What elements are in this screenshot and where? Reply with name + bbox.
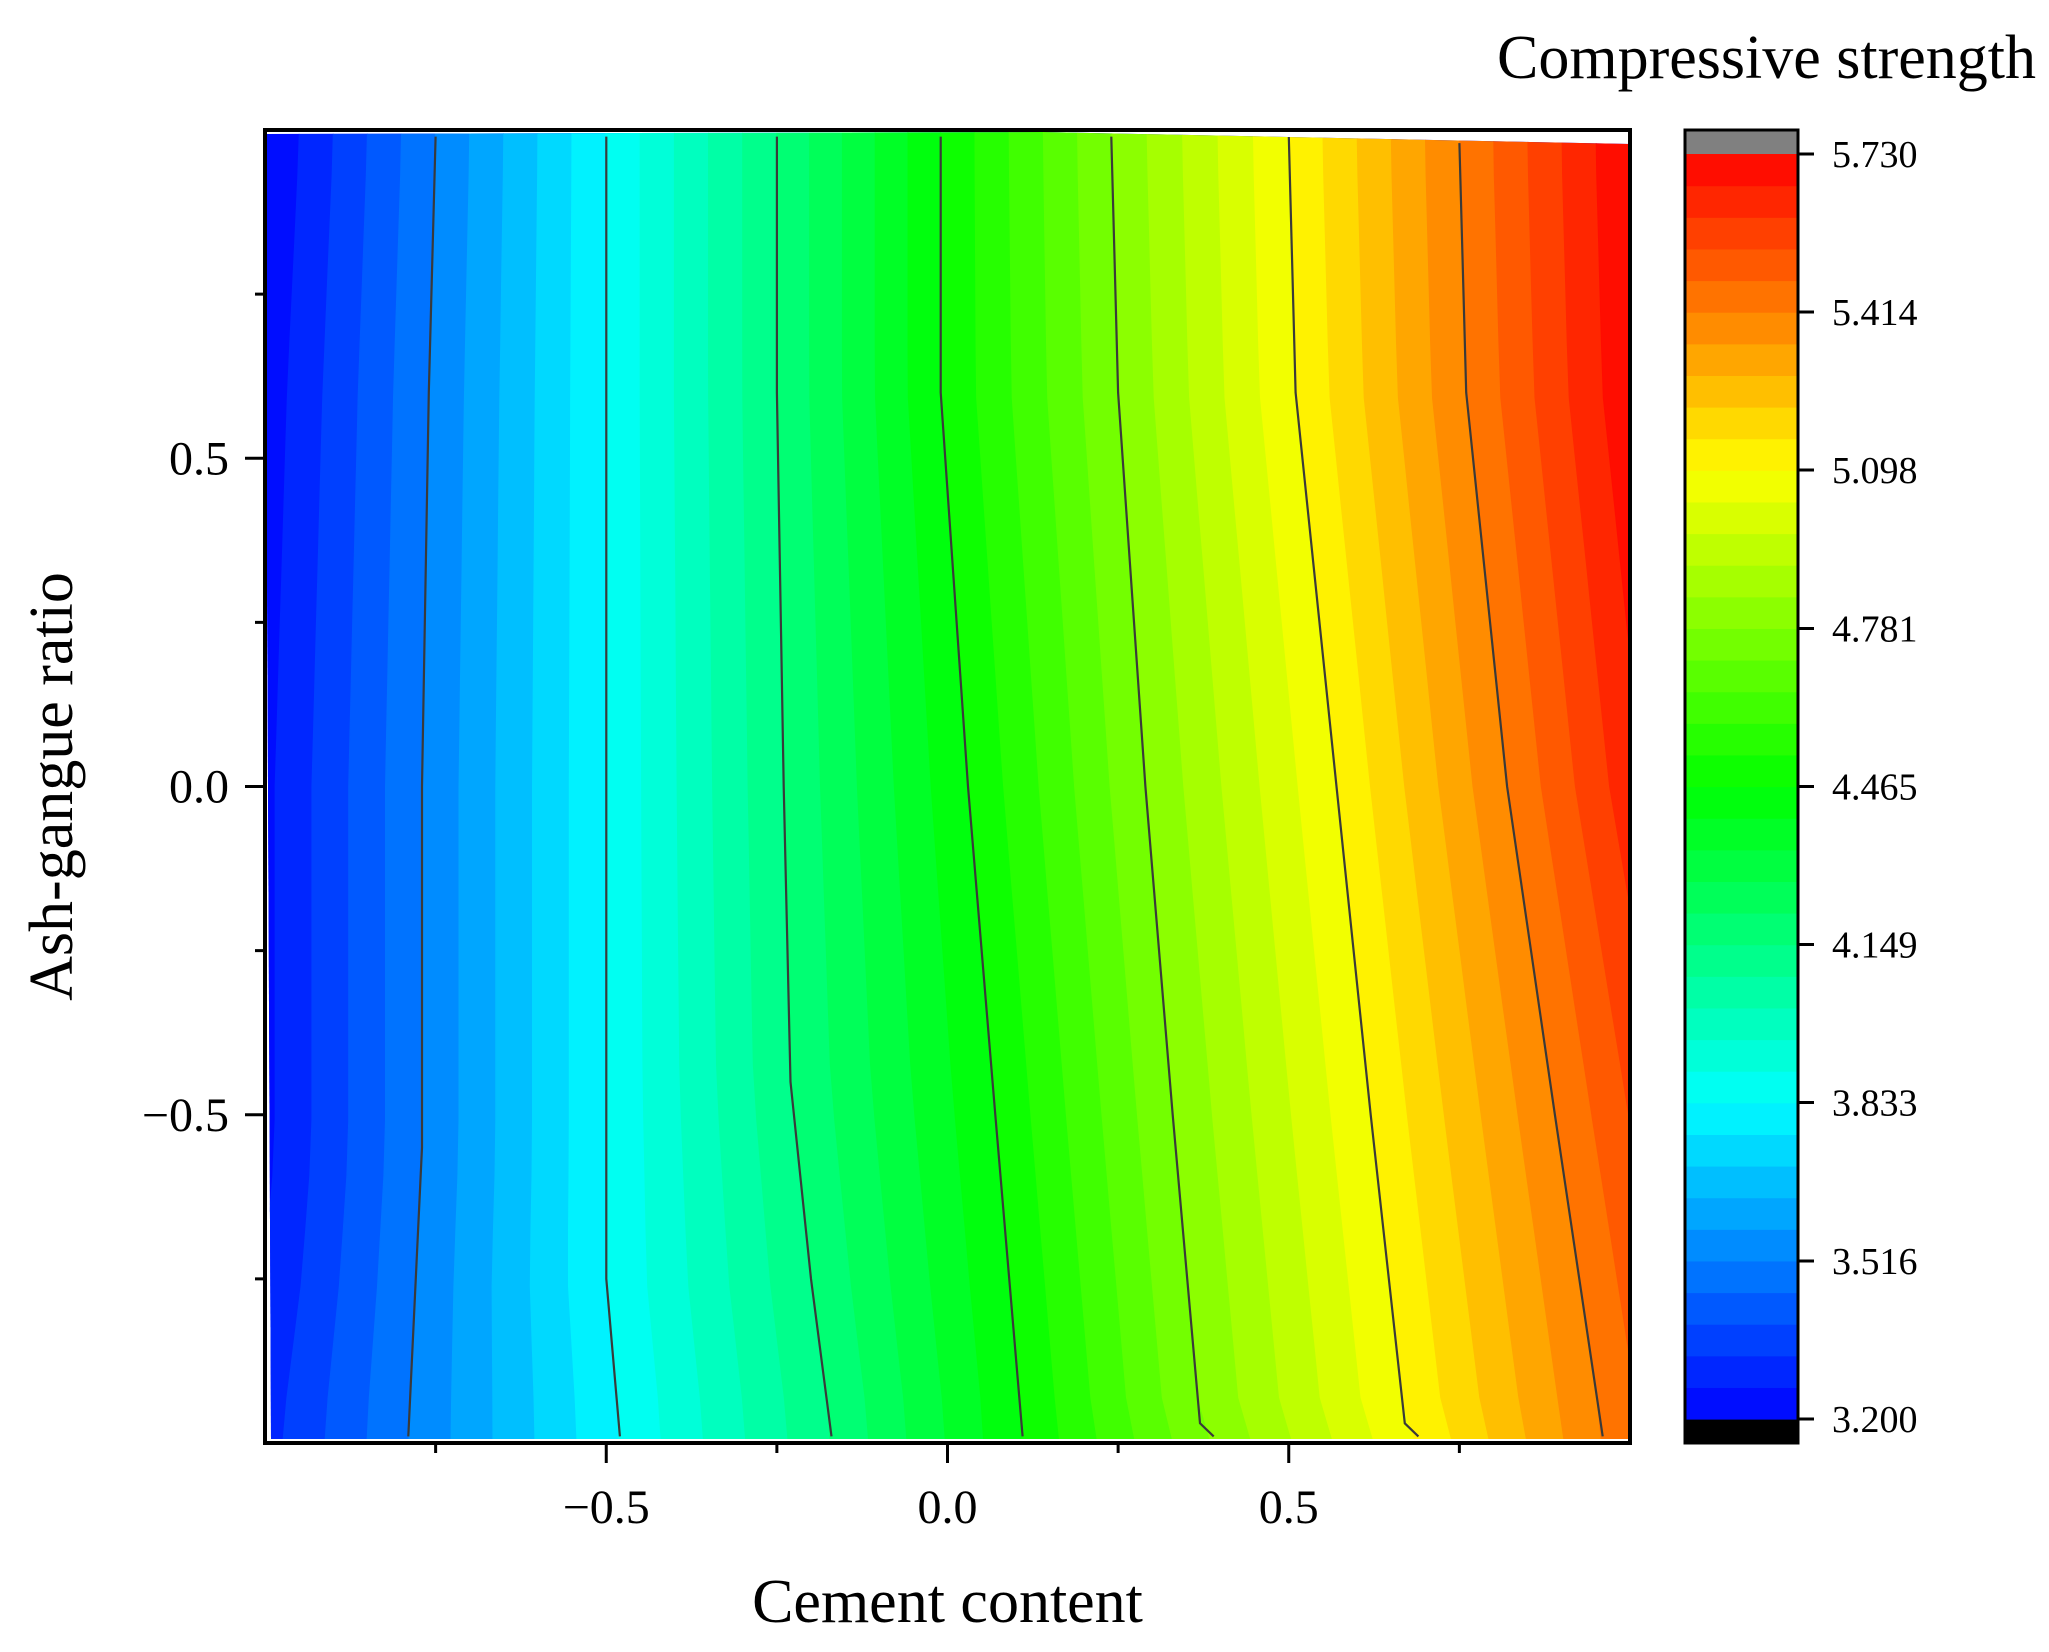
colorbar-segment <box>1685 280 1798 313</box>
y-tick-label: −0.5 <box>142 1089 229 1142</box>
contour-fill-bands <box>265 132 1630 1439</box>
contour-lines <box>407 136 1604 1438</box>
x-tick-label: 0.5 <box>1259 1481 1319 1534</box>
colorbar-segment <box>1685 470 1798 503</box>
colorbar-segment <box>1685 1134 1798 1167</box>
colorbar-segment <box>1685 1197 1798 1230</box>
colorbar-segment <box>1685 660 1798 693</box>
x-axis: −0.5 0.0 0.5 <box>434 1443 1461 1534</box>
colorbar-segment <box>1685 723 1798 756</box>
contour-line-2 <box>605 136 621 1437</box>
colorbar-tick-label: 5.098 <box>1832 450 1918 492</box>
contour-band <box>1595 132 1630 1439</box>
colorbar-segment <box>1685 533 1798 566</box>
contour-line-3 <box>775 136 833 1437</box>
colorbar-segment <box>1685 565 1798 598</box>
colorbar-segment <box>1685 217 1798 250</box>
y-tick-label: 0.0 <box>169 761 229 814</box>
colorbar-segment <box>1685 944 1798 977</box>
contour-line-7 <box>1458 143 1604 1437</box>
colorbar-segment <box>1685 913 1798 946</box>
colorbar-segment <box>1685 438 1798 471</box>
colorbar-over-cap <box>1685 130 1798 154</box>
y-tick-label: 0.5 <box>169 432 229 485</box>
colorbar-segment <box>1685 596 1798 629</box>
colorbar-segment <box>1685 1387 1798 1420</box>
colorbar-tick-label: 4.465 <box>1832 767 1918 809</box>
contour-line-4 <box>939 136 1024 1437</box>
colorbar-segment <box>1685 881 1798 914</box>
colorbar-segment <box>1685 407 1798 440</box>
colorbar-tick-label: 5.730 <box>1832 134 1918 176</box>
colorbar-segment <box>1685 501 1798 535</box>
colorbar-segment <box>1685 1324 1798 1357</box>
colorbar-segment <box>1685 1102 1798 1135</box>
colorbar-segment <box>1685 1355 1798 1388</box>
colorbar-segment <box>1685 248 1798 282</box>
colorbar-segment <box>1685 849 1798 882</box>
contour-line-5 <box>1110 136 1215 1438</box>
colorbar-segment <box>1685 375 1798 408</box>
colorbar-segment <box>1685 754 1798 788</box>
colorbar-tick-label: 4.149 <box>1832 925 1918 967</box>
colorbar-tick-label: 3.516 <box>1832 1241 1918 1283</box>
y-axis-label: Ash-gangue ratio <box>18 572 86 1001</box>
colorbar-tick-label: 3.833 <box>1832 1083 1918 1125</box>
colorbar-segment <box>1685 628 1798 661</box>
colorbar: 3.200 3.516 3.833 4.149 4.465 4.781 5.098 5.414… <box>1683 128 1918 1445</box>
x-tick-label: −0.5 <box>563 1481 650 1534</box>
x-axis-label: Cement content <box>752 1568 1143 1636</box>
colorbar-segment <box>1685 1260 1798 1294</box>
colorbar-segment <box>1685 1166 1798 1199</box>
colorbar-segment <box>1685 154 1798 187</box>
colorbar-under-cap <box>1685 1419 1798 1443</box>
x-tick-label: 0.0 <box>918 1481 978 1534</box>
colorbar-segment <box>1685 1039 1798 1072</box>
colorbar-segment <box>1685 1292 1798 1325</box>
colorbar-segment <box>1685 691 1798 724</box>
colorbar-segment <box>1685 1071 1798 1104</box>
colorbar-tick-label: 5.414 <box>1832 292 1918 334</box>
y-axis: −0.5 0.0 0.5 <box>142 292 265 1281</box>
contour-line-1 <box>407 136 437 1437</box>
colorbar-tick-label: 3.200 <box>1832 1399 1918 1441</box>
colorbar-segment <box>1685 1007 1798 1041</box>
colorbar-segment <box>1685 312 1798 345</box>
colorbar-tick-label: 4.781 <box>1832 609 1918 651</box>
colorbar-segment <box>1685 818 1798 851</box>
colorbar-title: Compressive strength <box>1497 24 2036 92</box>
colorbar-segment <box>1685 976 1798 1009</box>
colorbar-segment <box>1685 786 1798 819</box>
colorbar-segment <box>1685 343 1798 376</box>
colorbar-segment <box>1685 1229 1798 1262</box>
colorbar-segment <box>1685 185 1798 218</box>
contour-line-6 <box>1287 136 1420 1438</box>
